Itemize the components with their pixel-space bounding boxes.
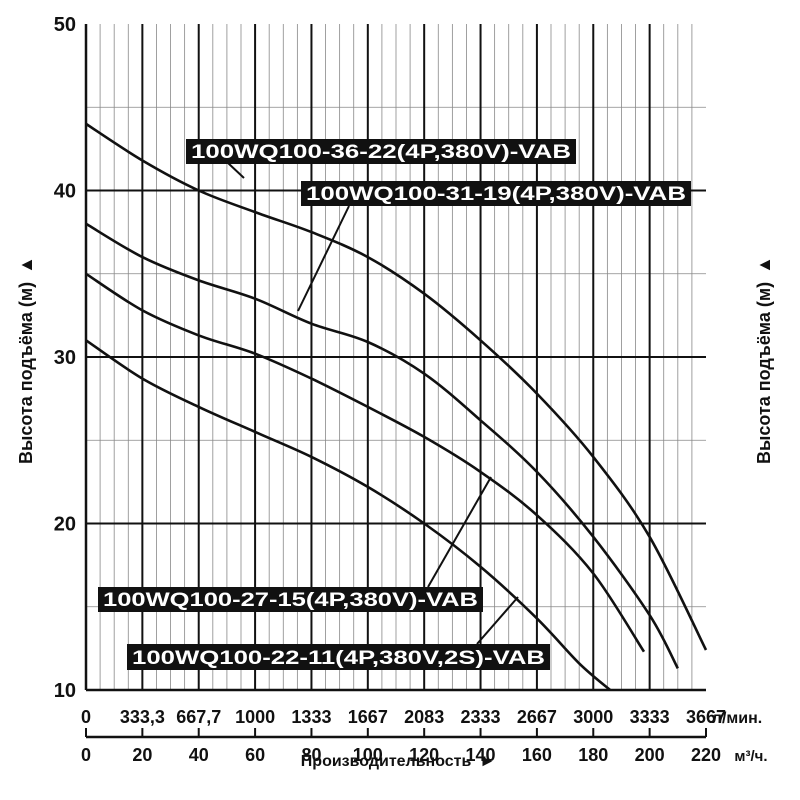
grid bbox=[86, 24, 706, 690]
x-tick-m3h-label: 200 bbox=[635, 745, 665, 765]
y-axis-ticks: 10 20 30 40 50 bbox=[54, 14, 76, 702]
x-tick-lmin-label: 667,7 bbox=[176, 707, 221, 727]
series-label-3: 100WQ100-27-15(4P,380V)-VAB bbox=[103, 590, 478, 611]
x-tick-m3h-label: 80 bbox=[301, 745, 321, 765]
callout-box-2 bbox=[301, 181, 691, 206]
x-tick-m3h-label: 220 bbox=[691, 745, 721, 765]
x-tick-m3h-label: 40 bbox=[189, 745, 209, 765]
callout-leader-1 bbox=[227, 162, 245, 179]
series-label-1: 100WQ100-36-22(4P,380V)-VAB bbox=[191, 142, 571, 163]
x-axis-lmin-ticks: 0 333,3 667,7 1000 1333 1667 2083 2333 2667 3000 3… bbox=[81, 707, 762, 727]
callout-leader-3 bbox=[427, 476, 492, 588]
callout-leader-4 bbox=[476, 596, 519, 645]
x-tick-lmin-label: 2333 bbox=[461, 707, 501, 727]
callout-box-4 bbox=[127, 644, 550, 670]
callouts: 100WQ100-36-22(4P,380V)-VAB 100WQ100-31-1… bbox=[98, 139, 691, 670]
series-line-1 bbox=[85, 122, 708, 651]
x-tick-lmin-label: 2667 bbox=[517, 707, 557, 727]
y-axis-title-left: Высота подъёма (м)▲ bbox=[16, 256, 36, 464]
callout-leaders bbox=[227, 162, 519, 645]
y-tick-label: 20 bbox=[54, 514, 76, 536]
series-line-3 bbox=[85, 272, 646, 653]
y-axis-title-right: Высота подъёма (м)▲ bbox=[754, 256, 774, 464]
callout-box-1 bbox=[186, 139, 576, 164]
series-label-2: 100WQ100-31-19(4P,380V)-VAB bbox=[306, 184, 686, 205]
x-axis-lmin-unit: л/мин. bbox=[712, 710, 762, 727]
plot-frame bbox=[84, 24, 706, 692]
x-tick-m3h-label: 120 bbox=[409, 745, 439, 765]
x-tick-lmin-label: 0 bbox=[81, 707, 91, 727]
callout-leader-2 bbox=[297, 205, 350, 312]
x-tick-m3h-label: 100 bbox=[353, 745, 383, 765]
series-label-4: 100WQ100-22-11(4P,380V,2S)-VAB bbox=[132, 648, 545, 669]
axis-titles: Высота подъёма (м)▲ Высота подъёма (м)▲ … bbox=[16, 256, 774, 770]
x-tick-lmin-label: 3667 bbox=[686, 707, 726, 727]
callout-box-3 bbox=[98, 587, 483, 612]
y-tick-label: 10 bbox=[54, 680, 76, 702]
x-tick-m3h-label: 160 bbox=[522, 745, 552, 765]
curves bbox=[85, 122, 708, 691]
x-tick-lmin-label: 1000 bbox=[235, 707, 275, 727]
series-line-4 bbox=[85, 339, 612, 691]
x-tick-lmin-label: 1667 bbox=[348, 707, 388, 727]
x-tick-lmin-label: 2083 bbox=[404, 707, 444, 727]
y-tick-label: 40 bbox=[54, 181, 76, 203]
x-tick-lmin-label: 1333 bbox=[291, 707, 331, 727]
x-tick-lmin-label: 3333 bbox=[630, 707, 670, 727]
x-tick-lmin-label: 3000 bbox=[573, 707, 613, 727]
x-tick-m3h-label: 0 bbox=[81, 745, 91, 765]
x-axis-m3h-unit: м³/ч. bbox=[734, 748, 767, 765]
series-line-2 bbox=[85, 222, 679, 670]
y-tick-label: 30 bbox=[54, 347, 76, 369]
x-axis-title: Производительность ► bbox=[301, 753, 495, 770]
x-tick-m3h-label: 140 bbox=[466, 745, 496, 765]
x-tick-m3h-label: 60 bbox=[245, 745, 265, 765]
x-tick-m3h-label: 20 bbox=[132, 745, 152, 765]
y-tick-label: 50 bbox=[54, 14, 76, 36]
x-axis-m3h: 0 20 40 60 80 100 120 140 160 180 200 220 м³/ч. bbox=[81, 728, 768, 765]
x-tick-lmin-label: 333,3 bbox=[120, 707, 165, 727]
x-tick-m3h-label: 180 bbox=[578, 745, 608, 765]
